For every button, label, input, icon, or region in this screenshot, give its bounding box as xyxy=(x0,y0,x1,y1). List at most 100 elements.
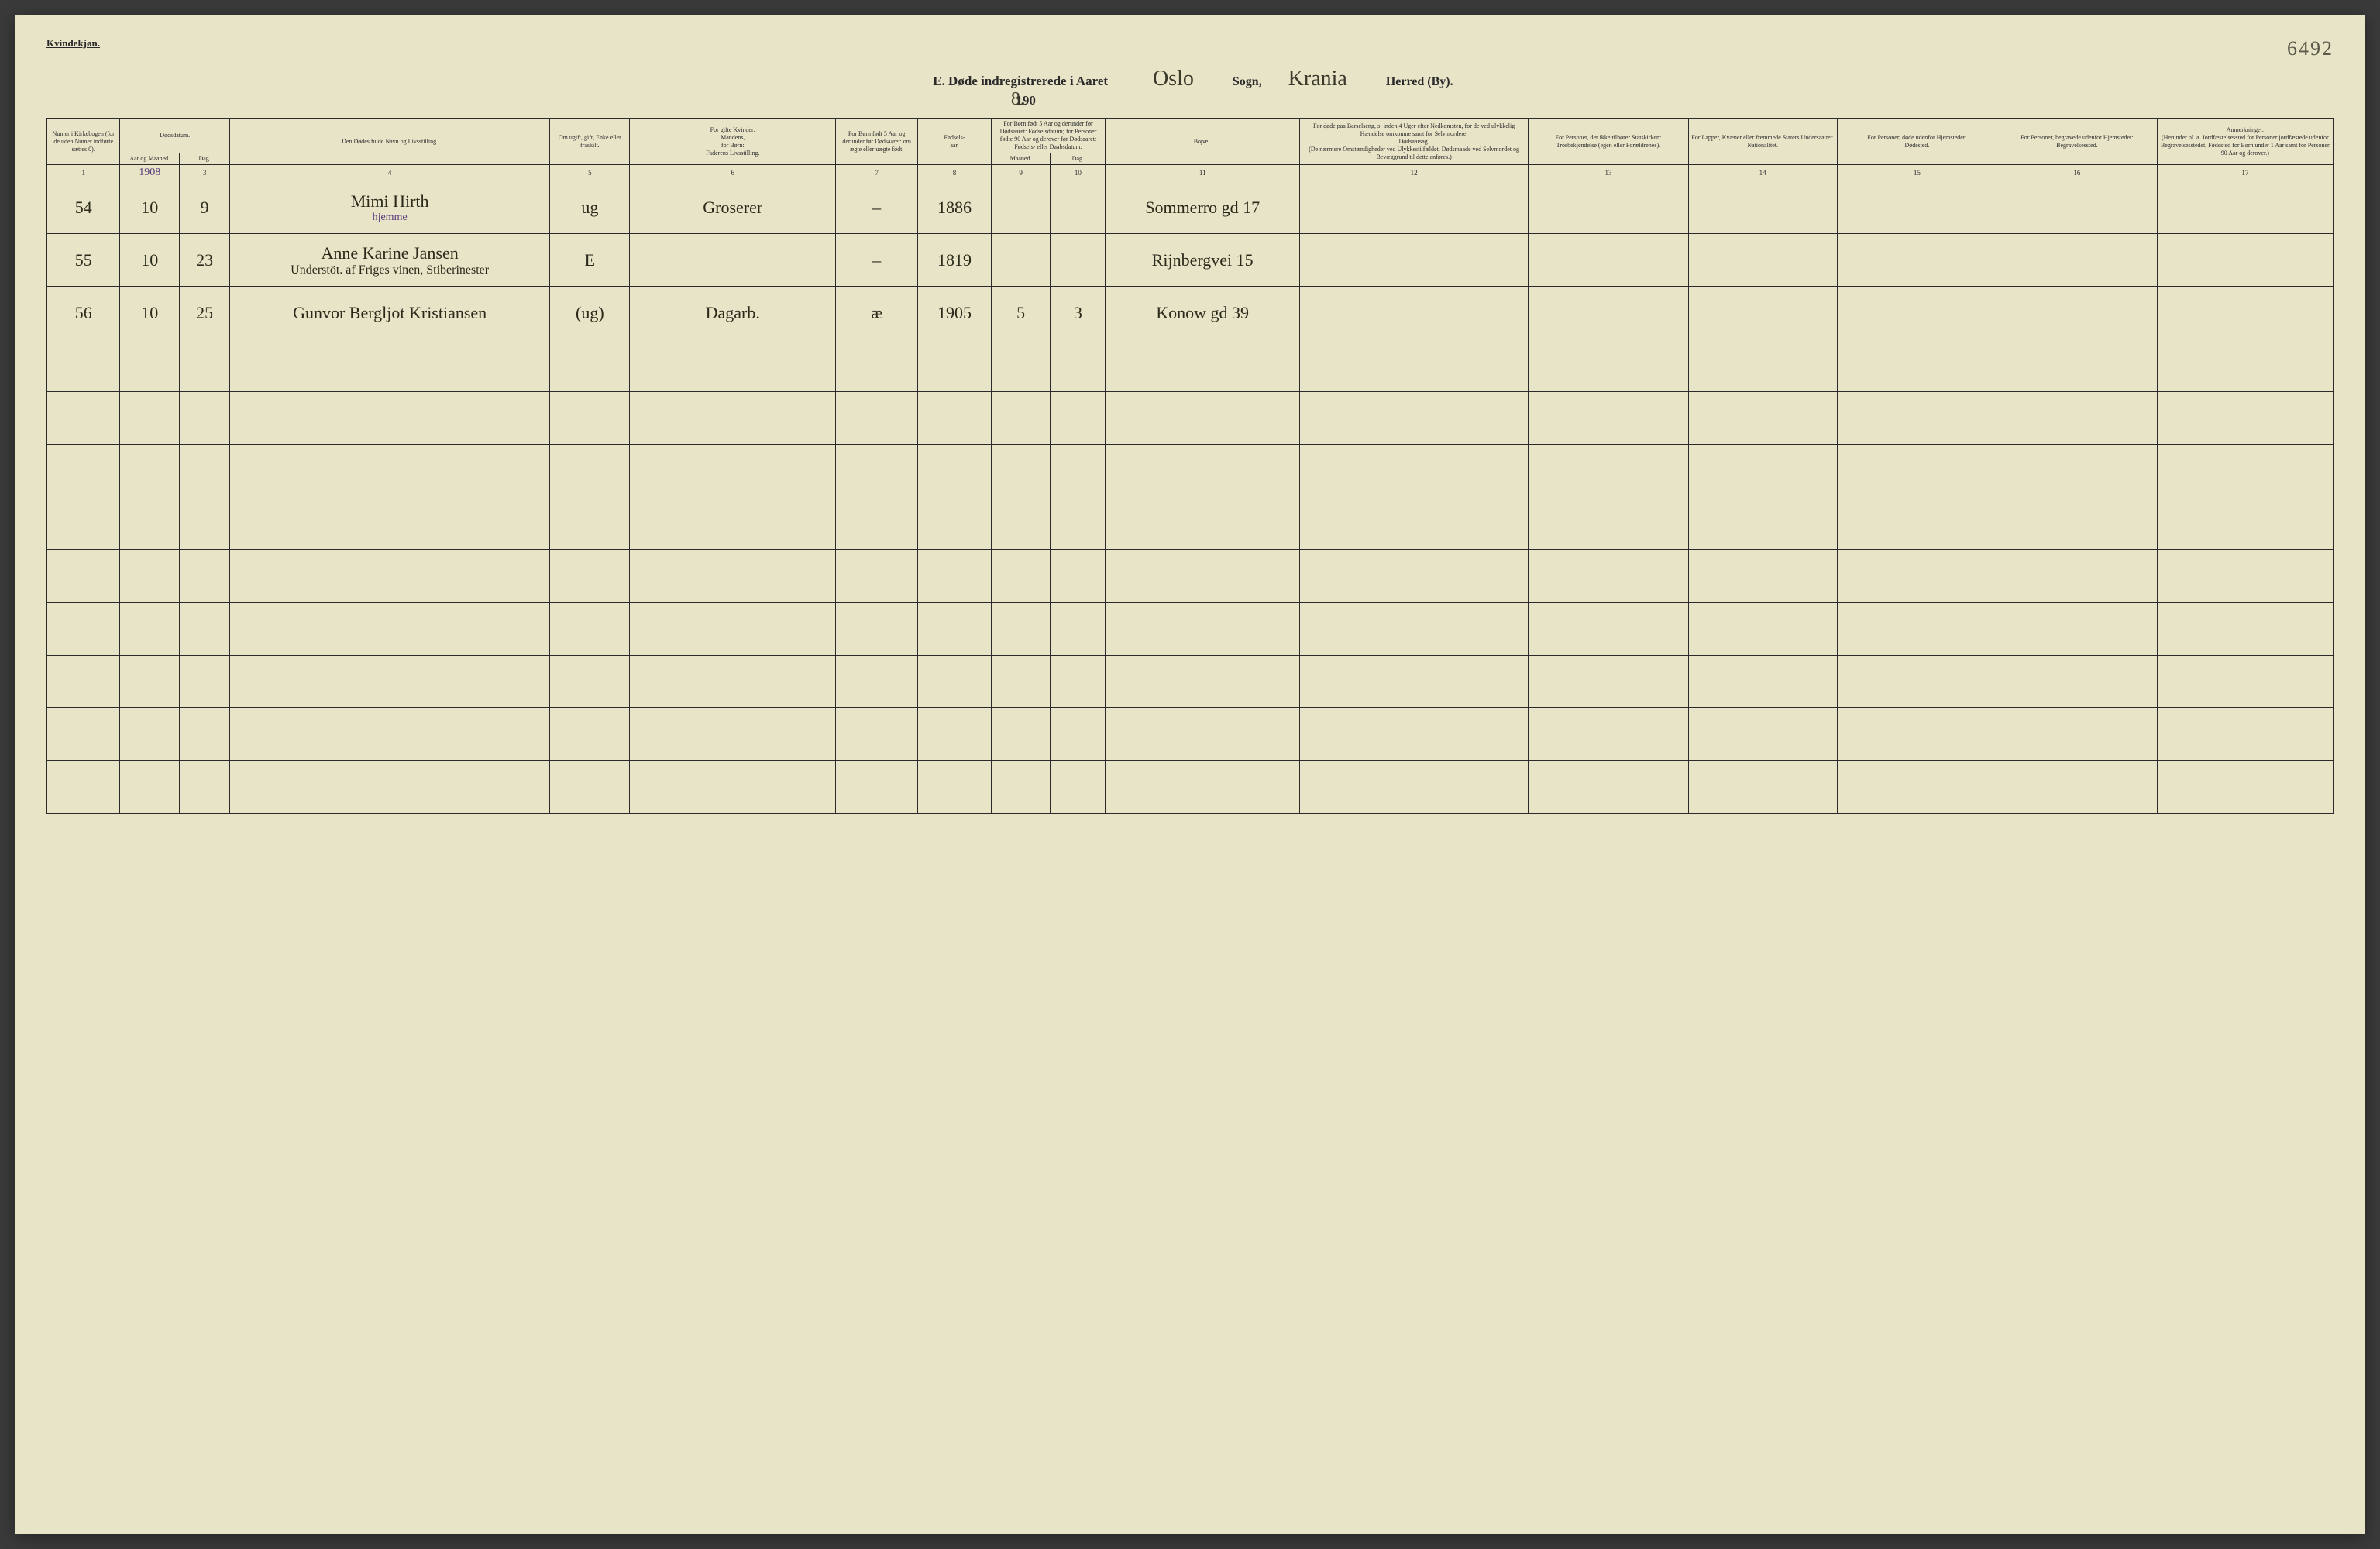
empty-cell xyxy=(1688,656,1837,708)
empty-cell xyxy=(918,656,991,708)
empty-cell xyxy=(1300,497,1529,550)
empty-cell xyxy=(550,761,630,814)
empty-cell xyxy=(550,708,630,761)
empty-cell xyxy=(180,603,230,656)
empty-cell xyxy=(1688,708,1837,761)
empty-cell xyxy=(1106,761,1300,814)
top-row: Kvindekjøn. 6492 xyxy=(46,37,2334,60)
year-note: 1908 xyxy=(122,167,177,179)
record-number-value: 55 xyxy=(75,250,92,270)
death-day-value: 23 xyxy=(196,250,213,270)
empty-cell xyxy=(991,603,1051,656)
death-year-month: 10 xyxy=(120,181,180,234)
empty-cell xyxy=(47,550,120,603)
col8-header: Fødsels- aar. xyxy=(918,119,991,165)
sogn-handwritten: Oslo xyxy=(1153,67,1194,91)
empty-cell xyxy=(1106,339,1300,392)
colnum-17: 17 xyxy=(2157,165,2333,181)
cause xyxy=(1300,181,1529,234)
table-row xyxy=(47,497,2334,550)
table-row xyxy=(47,550,2334,603)
table-row xyxy=(47,445,2334,497)
empty-cell xyxy=(918,445,991,497)
empty-cell xyxy=(47,708,120,761)
legitimate-value: – xyxy=(872,250,881,270)
marital-status: ug xyxy=(550,181,630,234)
residence-value: Sommerro gd 17 xyxy=(1145,198,1260,217)
colnum-3: 3 xyxy=(180,165,230,181)
marital-status-value: ug xyxy=(581,198,598,217)
col10-sub: Dag. xyxy=(1051,153,1106,165)
record-number: 55 xyxy=(47,234,120,287)
empty-cell xyxy=(1051,497,1106,550)
col5-header: Om ugift, gift, Enke eller fraskilt. xyxy=(550,119,630,165)
table-row xyxy=(47,339,2334,392)
colnum-11: 11 xyxy=(1106,165,1300,181)
empty-cell xyxy=(1529,656,1689,708)
title-row: E. Døde indregistrerede i Aaret 190 8. O… xyxy=(46,67,2334,110)
colnum-5: 5 xyxy=(550,165,630,181)
empty-cell xyxy=(550,339,630,392)
empty-cell xyxy=(1529,708,1689,761)
empty-cell xyxy=(230,603,550,656)
colnum-10: 10 xyxy=(1051,165,1106,181)
father-occupation: Dagarb. xyxy=(630,287,836,339)
empty-cell xyxy=(1106,603,1300,656)
birth-day xyxy=(1051,234,1106,287)
empty-cell xyxy=(47,445,120,497)
name-value: Anne Karine Jansen xyxy=(322,243,459,263)
empty-cell xyxy=(2157,497,2333,550)
father-occupation xyxy=(630,234,836,287)
name: Anne Karine JansenUnderstöt. af Friges v… xyxy=(230,234,550,287)
empty-cell xyxy=(1300,761,1529,814)
empty-cell xyxy=(1688,550,1837,603)
colnum-8: 8 xyxy=(918,165,991,181)
empty-cell xyxy=(2157,603,2333,656)
col6-header: For gifte Kvinder: Mandens, for Børn: Fa… xyxy=(630,119,836,165)
empty-cell xyxy=(230,550,550,603)
empty-cell xyxy=(1106,445,1300,497)
empty-cell xyxy=(550,392,630,445)
empty-cell xyxy=(120,603,180,656)
empty-cell xyxy=(120,656,180,708)
empty-cell xyxy=(836,550,918,603)
birth-year-value: 1905 xyxy=(937,303,972,322)
record-number-value: 54 xyxy=(75,198,92,217)
empty-cell xyxy=(630,497,836,550)
empty-cell xyxy=(180,392,230,445)
birth-day: 3 xyxy=(1051,287,1106,339)
col11-header: Bopæl. xyxy=(1106,119,1300,165)
empty-cell xyxy=(2157,339,2333,392)
death-day: 23 xyxy=(180,234,230,287)
title-year-handwritten: 8. xyxy=(1011,89,1025,109)
death-year-month: 10 xyxy=(120,287,180,339)
empty-cell xyxy=(47,761,120,814)
table-row: 54109Mimi HirthhjemmeugGroserer–1886Somm… xyxy=(47,181,2334,234)
birth-year-value: 1819 xyxy=(937,250,972,270)
cause xyxy=(1300,234,1529,287)
empty-cell xyxy=(1300,392,1529,445)
empty-cell xyxy=(1051,656,1106,708)
empty-cell xyxy=(550,550,630,603)
burial-place xyxy=(1997,287,2158,339)
empty-cell xyxy=(1837,603,1997,656)
table-row xyxy=(47,656,2334,708)
page-number: 6492 xyxy=(2287,37,2334,60)
empty-cell xyxy=(630,392,836,445)
record-number: 56 xyxy=(47,287,120,339)
empty-cell xyxy=(47,497,120,550)
empty-cell xyxy=(1106,550,1300,603)
empty-cell xyxy=(1688,603,1837,656)
empty-cell xyxy=(1837,656,1997,708)
empty-cell xyxy=(918,603,991,656)
marital-status-value: (ug) xyxy=(576,303,604,322)
empty-cell xyxy=(1997,708,2158,761)
table-row xyxy=(47,392,2334,445)
empty-cell xyxy=(1837,708,1997,761)
empty-cell xyxy=(120,708,180,761)
empty-cell xyxy=(1106,392,1300,445)
colnum-16: 16 xyxy=(1997,165,2158,181)
herred-handwritten: Krania xyxy=(1288,67,1347,91)
empty-cell xyxy=(1997,339,2158,392)
table-row xyxy=(47,708,2334,761)
